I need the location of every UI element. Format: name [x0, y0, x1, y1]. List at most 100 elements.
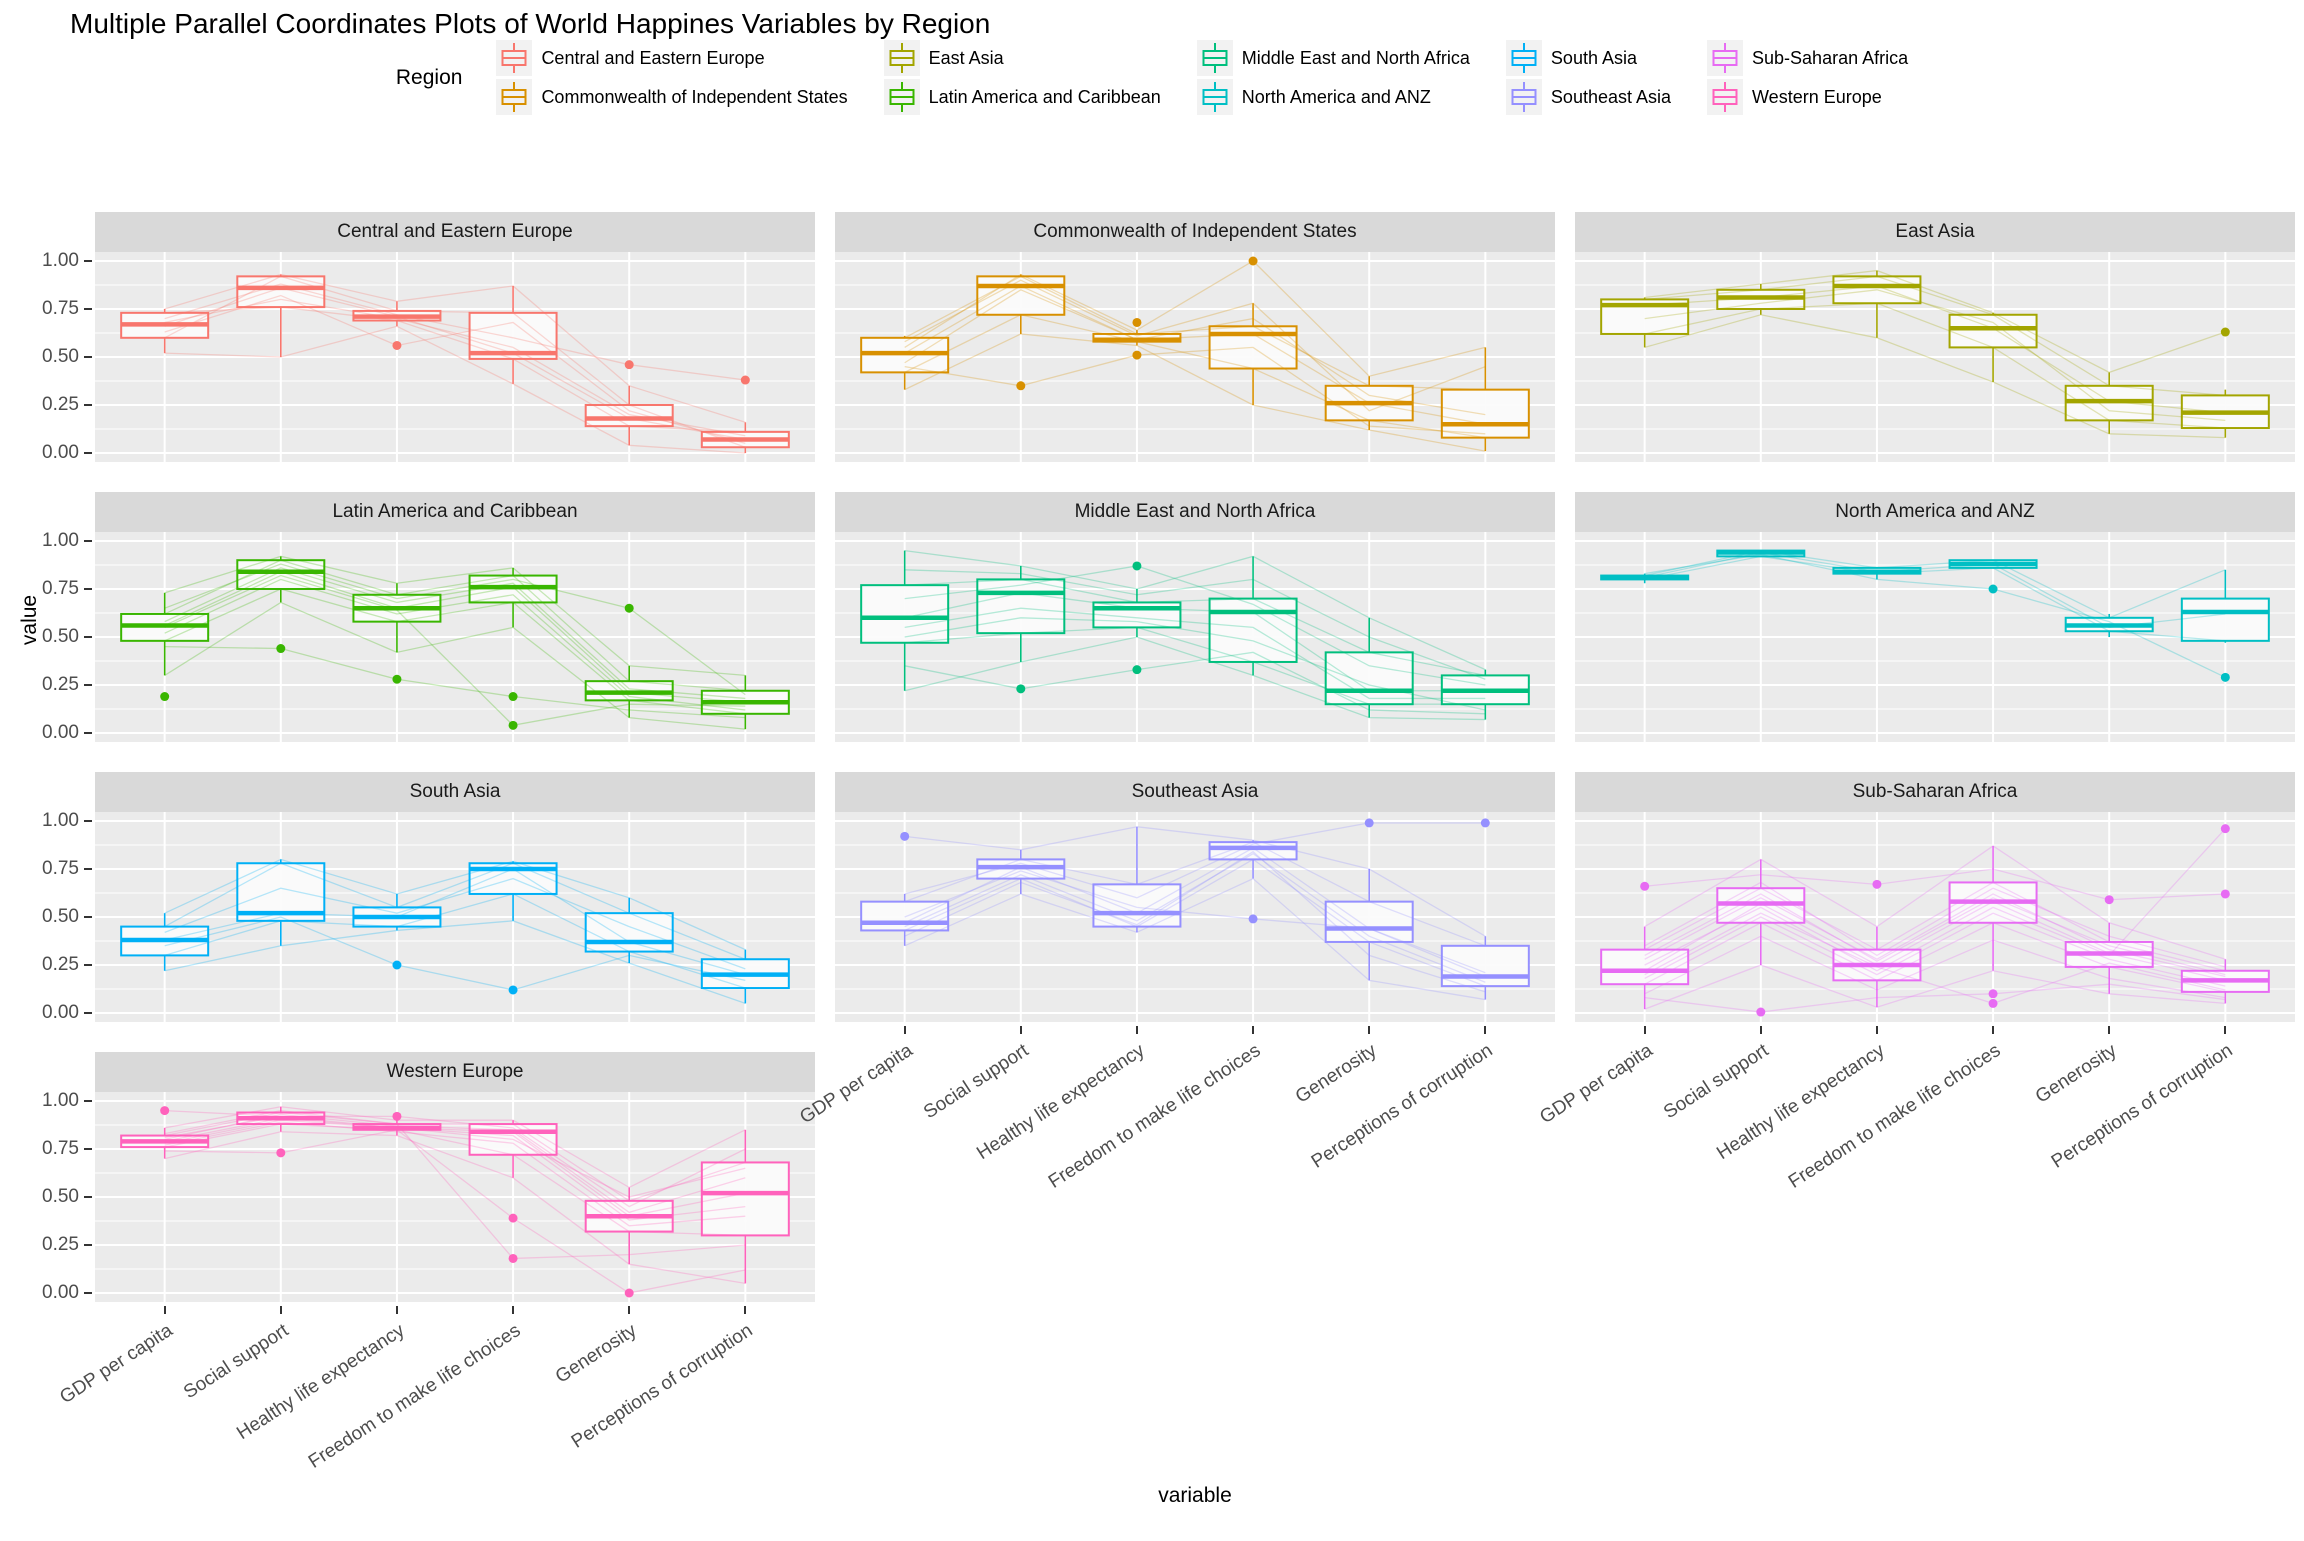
- facet-strip-title: Sub-Saharan Africa: [1575, 772, 2295, 812]
- facet-south-asia: South Asia: [95, 772, 815, 1022]
- y-axis-ticks-row-3: 1.00 0.75 0.50 0.25 0.00: [0, 1090, 95, 1303]
- facet-strip-title: Latin America and Caribbean: [95, 492, 815, 532]
- x-tick-mark: [395, 1306, 398, 1314]
- y-tick-mark: [84, 868, 92, 870]
- facet-panel: [835, 532, 1555, 742]
- facet-panel: [95, 532, 815, 742]
- y-tick-mark: [84, 1196, 92, 1198]
- y-tick-label: 0.50: [42, 906, 79, 927]
- facet-plot-southeast-asia: [835, 812, 1555, 1022]
- y-tick-mark: [84, 684, 92, 686]
- legend-label: Middle East and North Africa: [1241, 47, 1470, 68]
- facet-strip-title: Western Europe: [95, 1052, 815, 1092]
- legend-label: Commonwealth of Independent States: [541, 86, 848, 107]
- x-tick-mark: [1484, 1026, 1487, 1034]
- legend-column: Central and Eastern Europe Commonwealth o…: [496, 40, 848, 115]
- legend-key: [1707, 79, 1744, 115]
- facet-middle-east-and-north-africa: Middle East and North Africa: [835, 492, 1555, 742]
- facet-plot-western-europe: [95, 1092, 815, 1302]
- y-tick-label: 0.00: [42, 1282, 79, 1303]
- y-tick-mark: [84, 636, 92, 638]
- y-tick-label: 1.00: [42, 1090, 79, 1111]
- boxplot-key-icon: [1202, 43, 1228, 73]
- x-axis-ticks-col-2: GDP per capita Social support Healthy life…: [1536, 1026, 2295, 1261]
- y-tick-mark: [84, 1292, 92, 1294]
- legend-title: Region: [395, 65, 463, 89]
- x-tick-mark: [512, 1306, 515, 1314]
- legend-column: South Asia Southeast Asia: [1505, 40, 1672, 115]
- legend-item-sub-saharan-africa: Sub-Saharan Africa: [1707, 40, 1908, 76]
- facet-panel: [835, 252, 1555, 462]
- x-tick-mark: [1759, 1026, 1762, 1034]
- legend-key: [883, 79, 920, 115]
- facet-panel: [95, 812, 815, 1022]
- legend-key: [1707, 40, 1744, 76]
- legend-key: [883, 40, 920, 76]
- facet-strip-title: Middle East and North Africa: [835, 492, 1555, 532]
- legend-column: Middle East and North Africa North Americ…: [1196, 40, 1470, 115]
- legend-column: Sub-Saharan Africa Western Europe: [1707, 40, 1908, 115]
- y-tick-mark: [84, 540, 92, 542]
- facet-panel: [95, 1092, 815, 1302]
- y-tick-mark: [84, 1012, 92, 1014]
- y-tick-label: 0.75: [42, 298, 79, 319]
- legend-label: Southeast Asia: [1550, 86, 1672, 107]
- y-tick-label: 0.50: [42, 1186, 79, 1207]
- y-tick-label: 0.00: [42, 1002, 79, 1023]
- legend-item-east-asia: East Asia: [883, 40, 1161, 76]
- y-tick-mark: [84, 732, 92, 734]
- facet-plot-east-asia: [1575, 252, 2295, 462]
- y-axis-ticks-row-1: 1.00 0.75 0.50 0.25 0.00: [0, 530, 95, 743]
- boxplot-key-icon: [1712, 43, 1738, 73]
- facet-panel: [1575, 812, 2295, 1022]
- facet-strip-title: Commonwealth of Independent States: [835, 212, 1555, 252]
- x-tick-mark: [903, 1026, 906, 1034]
- y-axis-title: value: [18, 594, 41, 646]
- legend-label: East Asia: [928, 47, 1004, 68]
- x-axis-ticks-col-1: GDP per capita Social support Healthy life…: [796, 1026, 1555, 1261]
- y-tick-mark: [84, 916, 92, 918]
- x-tick-mark: [2224, 1026, 2227, 1034]
- facet-panel: [1575, 532, 2295, 742]
- facet-plot-central-and-eastern-europe: [95, 252, 815, 462]
- legend-item-latin-america-and-caribbean: Latin America and Caribbean: [883, 79, 1161, 115]
- facet-western-europe: Western Europe: [95, 1052, 815, 1302]
- y-tick-label: 1.00: [42, 530, 79, 551]
- y-tick-label: 0.25: [42, 674, 79, 695]
- legend-item-southeast-asia: Southeast Asia: [1505, 79, 1672, 115]
- y-axis-ticks-row-2: 1.00 0.75 0.50 0.25 0.00: [0, 810, 95, 1023]
- y-tick-label: 0.25: [42, 1234, 79, 1255]
- facet-strip-title: East Asia: [1575, 212, 2295, 252]
- x-tick-mark: [1643, 1026, 1646, 1034]
- legend-label: North America and ANZ: [1241, 86, 1431, 107]
- boxplot-key-icon: [1202, 82, 1228, 112]
- facet-panel: [835, 812, 1555, 1022]
- x-tick-mark: [628, 1306, 631, 1314]
- y-tick-mark: [84, 308, 92, 310]
- chart-title: Multiple Parallel Coordinates Plots of W…: [70, 8, 991, 39]
- facet-sub-saharan-africa: Sub-Saharan Africa: [1575, 772, 2295, 1022]
- y-tick-label: 0.25: [42, 394, 79, 415]
- boxplot-key-icon: [889, 43, 915, 73]
- x-tick-mark: [1019, 1026, 1022, 1034]
- y-tick-mark: [84, 260, 92, 262]
- facet-plot-south-asia: [95, 812, 815, 1022]
- y-tick-mark: [84, 404, 92, 406]
- legend-label: Sub-Saharan Africa: [1752, 47, 1909, 68]
- facet-strip-title: North America and ANZ: [1575, 492, 2295, 532]
- y-tick-mark: [84, 964, 92, 966]
- y-tick-label: 0.75: [42, 858, 79, 879]
- facet-plot-commonwealth-of-independent-states: [835, 252, 1555, 462]
- legend-key: [1196, 79, 1233, 115]
- legend-key: [1505, 40, 1542, 76]
- legend-key: [496, 79, 533, 115]
- boxplot-key-icon: [501, 82, 527, 112]
- y-tick-label: 0.50: [42, 626, 79, 647]
- x-tick-mark: [1992, 1026, 1995, 1034]
- boxplot-key-icon: [1511, 43, 1537, 73]
- legend-key: [1196, 40, 1233, 76]
- facet-north-america-and-anz: North America and ANZ: [1575, 492, 2295, 742]
- facet-plot-middle-east-and-north-africa: [835, 532, 1555, 742]
- legend-key: [496, 40, 533, 76]
